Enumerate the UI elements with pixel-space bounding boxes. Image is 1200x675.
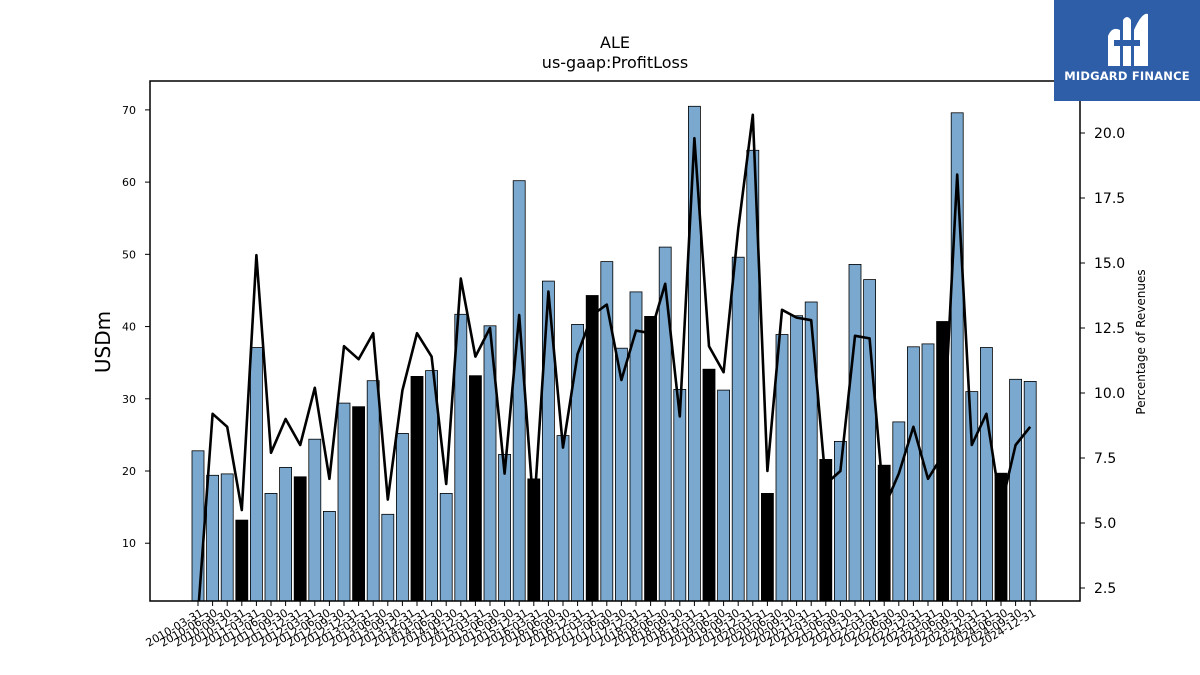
bar (848, 263, 862, 602)
y-tick-label: 40 (122, 321, 136, 334)
line-series (197, 113, 1032, 601)
y2-axis-label: Percentage of Revenues (1134, 269, 1148, 414)
bar (731, 256, 745, 602)
bar (498, 453, 512, 602)
y-tick-label: 10 (122, 537, 136, 550)
y-tick-label: 70 (122, 104, 136, 117)
bar (761, 492, 774, 602)
y2-tick-label: 12.5 (1094, 321, 1125, 337)
bar (337, 402, 351, 602)
bar (804, 301, 818, 602)
bar (600, 261, 614, 602)
bar (425, 370, 439, 602)
y-axis-left: 10 20 30 40 50 60 70 (122, 104, 150, 550)
bar (235, 519, 249, 602)
bar (1009, 378, 1022, 602)
bar (892, 421, 906, 602)
y-tick-label: 30 (122, 393, 136, 406)
y2-tick-label: 5.0 (1094, 516, 1116, 532)
bar (775, 334, 789, 602)
bar (615, 347, 628, 602)
plot-frame (149, 80, 1081, 602)
bar (308, 438, 322, 602)
chart-title: ALE (600, 33, 630, 52)
chart-subtitle: us-gaap:ProfitLoss (542, 53, 688, 72)
y2-tick-label: 15.0 (1094, 256, 1125, 272)
brand-name: MIDGARD FINANCE (1064, 69, 1190, 83)
bar (702, 368, 716, 602)
bar (1023, 380, 1037, 602)
bar (454, 313, 468, 602)
bar (980, 347, 993, 602)
bar (206, 474, 220, 602)
bar (907, 346, 920, 602)
bar (381, 513, 395, 602)
y2-tick-label: 7.5 (1094, 451, 1116, 467)
bar (264, 492, 278, 602)
bar (279, 466, 293, 602)
bar (629, 291, 643, 602)
y-tick-label: 20 (122, 465, 136, 478)
y2-tick-label: 10.0 (1094, 386, 1125, 402)
midgard-logo-icon (1108, 13, 1148, 66)
bar (468, 375, 482, 602)
bar (512, 180, 526, 602)
y-tick-label: 50 (122, 248, 136, 261)
y-tick-label: 60 (122, 176, 136, 189)
y2-tick-label: 17.5 (1094, 191, 1125, 207)
bar (322, 510, 336, 602)
bar (395, 432, 409, 602)
bar (790, 315, 803, 602)
y-axis-right: 2.5 5.0 7.5 10.0 12.5 15.0 17.5 20.0 (1080, 126, 1125, 597)
bar (293, 476, 307, 602)
bar (717, 389, 730, 602)
bar (191, 450, 205, 602)
bar (644, 315, 657, 602)
x-axis: 2010-03-312010-06-302010-09-302010-12-31… (144, 601, 1038, 650)
bar (220, 473, 234, 602)
bar (863, 279, 876, 602)
bar (673, 388, 687, 602)
brand-logo: MIDGARD FINANCE (1054, 0, 1200, 101)
bar (249, 347, 263, 602)
bar (366, 380, 380, 602)
bar-series (191, 105, 1037, 602)
bar (410, 375, 424, 602)
y2-tick-label: 20.0 (1094, 126, 1125, 142)
bar (556, 435, 570, 602)
bar (571, 323, 584, 602)
bar (877, 464, 891, 602)
y-axis-label: USDm (91, 311, 115, 373)
bar (352, 406, 366, 602)
bar (439, 492, 453, 602)
y2-tick-label: 2.5 (1094, 581, 1116, 597)
series-line (197, 113, 1032, 601)
bar (585, 295, 599, 602)
